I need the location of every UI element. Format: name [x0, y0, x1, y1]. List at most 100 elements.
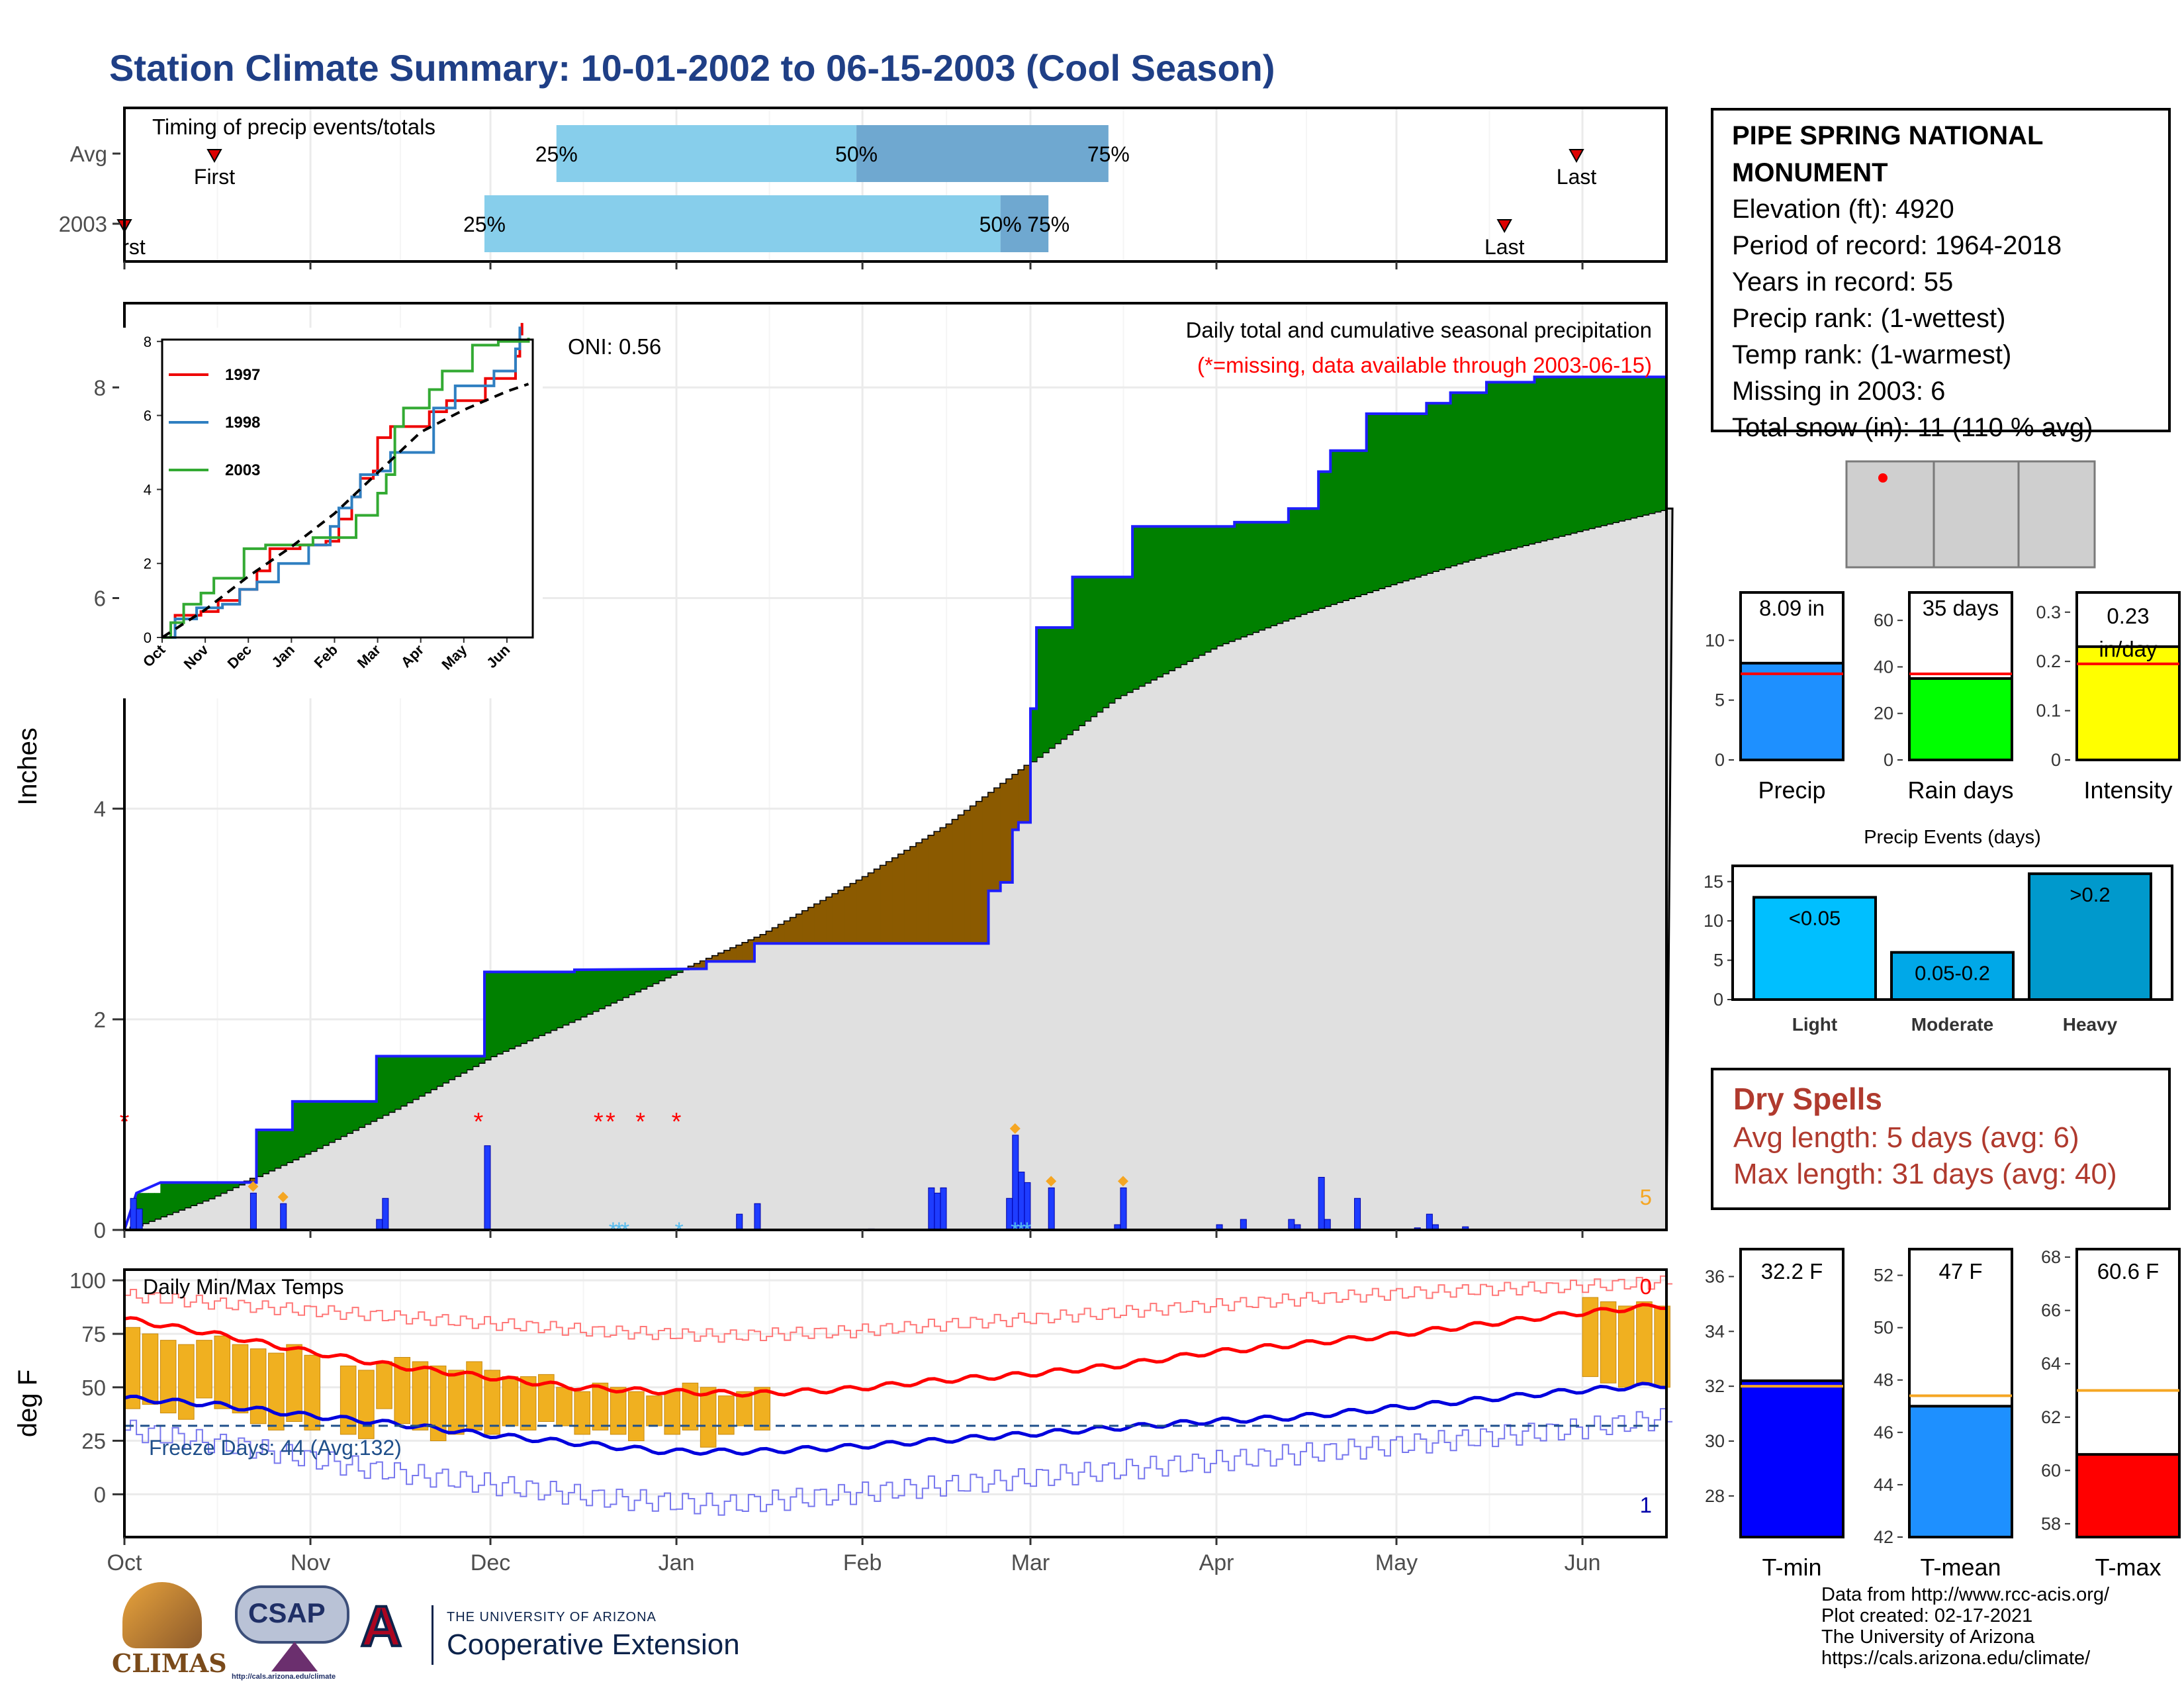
timing-quartile-bar — [556, 125, 857, 182]
footer-line: Plot created: 02-17-2021 — [1821, 1605, 2033, 1626]
daily-precip-bar — [928, 1187, 935, 1231]
above-average-area — [1624, 377, 1631, 520]
station-location-marker — [1878, 473, 1888, 483]
below-average-area — [814, 904, 821, 944]
above-average-area — [1414, 414, 1421, 577]
above-average-area — [286, 1129, 293, 1162]
above-average-area — [412, 1056, 419, 1100]
temp-bar-2-y-tick-label: 66 — [2041, 1301, 2061, 1321]
month-tick-label: Mar — [1011, 1550, 1050, 1575]
daily-precip-bar — [1354, 1197, 1361, 1231]
climas-logo: CLIMAS — [109, 1582, 227, 1681]
above-average-area — [1036, 628, 1043, 757]
above-average-area — [1372, 414, 1379, 590]
timing-q75-label: 75% — [1087, 142, 1130, 166]
above-average-area — [280, 1129, 287, 1165]
daily-precip-bar — [1240, 1219, 1247, 1231]
heavy-event-marker — [1009, 1123, 1021, 1134]
above-average-area — [1642, 377, 1649, 515]
precip-panel-border — [123, 302, 1668, 1231]
last-event-label: Last — [1484, 235, 1525, 259]
below-average-area — [946, 824, 953, 944]
heavy-event-marker — [277, 1192, 289, 1203]
total-1-y-tick-label: 0 — [1884, 750, 1893, 770]
temp-corner-top: 0 — [1640, 1274, 1652, 1299]
station-info-panel: PIPE SPRING NATIONAL MONUMENT Elevation … — [1711, 108, 2171, 442]
above-average-area — [430, 1056, 437, 1090]
freeze-days-label: Freeze Days: 44 (Avg:132) — [149, 1436, 402, 1460]
above-average-area — [262, 1129, 269, 1174]
daily-precip-bar — [736, 1213, 743, 1231]
observed-temp-range-bar — [1582, 1297, 1599, 1378]
above-average-area — [550, 972, 557, 1030]
above-average-area — [448, 1056, 455, 1080]
temp-bar-1-y-tick-label: 46 — [1874, 1423, 1893, 1442]
temp-y-tick-label: 25 — [81, 1429, 106, 1454]
last-event-label: Last — [1557, 165, 1597, 189]
above-average-area — [562, 972, 569, 1025]
above-average-area — [1300, 508, 1307, 614]
above-average-area — [352, 1101, 359, 1130]
total-2-y-tick-label: 0.1 — [2036, 701, 2061, 721]
above-average-area — [364, 1101, 371, 1124]
above-average-area — [1612, 377, 1619, 522]
missing-day-marker: * — [606, 1108, 615, 1136]
observed-temp-range-bar — [196, 1340, 212, 1399]
above-average-area — [574, 970, 581, 1019]
precip-y-tick-label: 6 — [94, 586, 106, 610]
above-average-area — [496, 972, 503, 1054]
observed-temp-range-bar — [376, 1361, 392, 1409]
above-average-area — [1156, 526, 1163, 677]
below-average-area — [1012, 774, 1019, 830]
above-average-area — [418, 1056, 425, 1096]
above-average-area — [1522, 382, 1529, 545]
footer-line: https://cals.arizona.edu/climate/ — [1821, 1648, 2091, 1669]
above-average-area — [1330, 450, 1337, 604]
precip-y-tick-label: 0 — [94, 1218, 106, 1243]
above-average-area — [466, 1056, 473, 1070]
precip-y-tick-label: 8 — [94, 375, 106, 400]
temp-bar-1-y-tick-label: 48 — [1874, 1370, 1893, 1390]
observed-temp-range-bar — [1617, 1305, 1635, 1388]
last-event-marker — [1496, 219, 1512, 234]
observed-temp-range-bar — [448, 1370, 465, 1435]
total-1-y-tick-label: 20 — [1874, 704, 1893, 724]
below-average-area — [922, 839, 929, 944]
temp-bar-2-y-tick-label: 60 — [2041, 1460, 2061, 1480]
daily-precip-bar — [754, 1203, 761, 1231]
total-2-y-tick-label: 0 — [2051, 750, 2061, 770]
observed-temp-range-bar — [214, 1335, 231, 1409]
inset-legend-label: 1997 — [225, 366, 260, 384]
observed-temp-range-bar — [718, 1395, 735, 1435]
daily-precip-bar — [1318, 1176, 1325, 1231]
above-average-area — [1378, 414, 1385, 588]
precip-y-axis-label: Inches — [13, 727, 42, 806]
month-tick-label: Apr — [1199, 1550, 1234, 1575]
above-average-area — [226, 1182, 233, 1190]
month-tick-label: Jun — [1565, 1550, 1601, 1575]
timing-panel-border — [123, 107, 1668, 263]
above-average-area — [382, 1056, 389, 1115]
above-average-area — [634, 970, 641, 992]
inset-legend-label: 1998 — [225, 414, 260, 432]
below-average-area — [802, 911, 809, 944]
above-average-area — [604, 970, 611, 1006]
daily-precip-bar — [376, 1219, 383, 1231]
inset-legend-label: 2003 — [225, 461, 260, 479]
above-average-area — [292, 1101, 299, 1160]
daily-precip-bar — [136, 1208, 143, 1231]
station-temp-rank: Temp rank: (1-warmest) — [1732, 340, 2012, 369]
above-average-area — [616, 970, 623, 1000]
precip-corner-label: 5 — [1640, 1185, 1652, 1209]
month-tick-label: Nov — [291, 1550, 330, 1575]
temp-chart-title: Daily Min/Max Temps — [143, 1275, 343, 1299]
above-average-area — [1030, 708, 1037, 762]
inset-y-tick-label: 8 — [144, 334, 152, 350]
above-average-area — [1600, 377, 1607, 526]
below-average-area — [772, 928, 779, 944]
above-average-area — [148, 1193, 155, 1221]
temp-bar-value-label: 32.2 F — [1761, 1259, 1823, 1284]
above-average-area — [1630, 377, 1637, 518]
above-average-area — [340, 1101, 347, 1136]
above-average-area — [1636, 377, 1643, 516]
